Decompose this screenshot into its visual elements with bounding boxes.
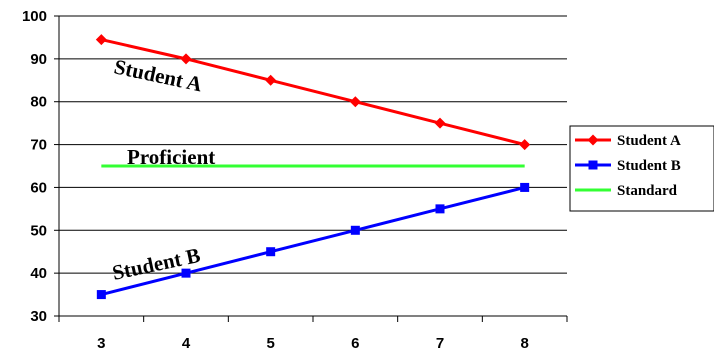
- point-student-a-3: [95, 34, 107, 46]
- point-student-a-7: [434, 117, 446, 129]
- series-student-b: [96, 182, 530, 300]
- y-tick-label-50: 50: [30, 222, 47, 239]
- point-student-b-8: [520, 182, 530, 192]
- point-student-b-3: [96, 290, 106, 300]
- point-student-b-7: [435, 204, 445, 214]
- x-tick-label-3: 3: [97, 335, 105, 352]
- x-tick-labels: 3 4 5 6 7 8: [97, 335, 529, 352]
- y-tick-label-60: 60: [30, 179, 47, 196]
- point-student-a-6: [349, 96, 361, 108]
- point-student-a-8: [519, 139, 531, 151]
- x-tick-label-7: 7: [436, 335, 444, 352]
- legend-label-standard: Standard: [617, 183, 678, 199]
- point-student-b-4: [181, 268, 191, 278]
- legend: Student A Student B Standard: [569, 125, 714, 212]
- point-student-b-5: [266, 247, 276, 257]
- y-tick-label-70: 70: [30, 137, 47, 154]
- point-student-b-6: [350, 225, 360, 235]
- y-tick-labels: 30 40 50 60 70 80 90 100: [22, 8, 47, 325]
- point-student-a-4: [180, 53, 192, 65]
- series-group: [95, 34, 531, 300]
- series-line-student-b: [100, 185, 526, 297]
- series-student-a: [95, 34, 531, 151]
- y-tick-label-100: 100: [22, 8, 47, 25]
- y-tick-label-40: 40: [30, 265, 47, 282]
- y-tick-label-80: 80: [30, 94, 47, 111]
- x-tick-label-8: 8: [520, 335, 528, 352]
- legend-label-student-b: Student B: [617, 158, 681, 174]
- x-tick-label-5: 5: [266, 335, 274, 352]
- legend-label-student-a: Student A: [617, 133, 681, 149]
- x-tick-label-6: 6: [351, 335, 359, 352]
- y-tick-label-90: 90: [30, 51, 47, 68]
- point-student-a-5: [265, 74, 277, 86]
- y-tick-label-30: 30: [30, 308, 47, 325]
- legend-marker-student-b: [588, 160, 598, 170]
- axes: [54, 15, 568, 322]
- legend-marker-student-a: [587, 134, 599, 146]
- x-tick-label-4: 4: [182, 335, 191, 352]
- annotation-proficient: Proficient: [127, 145, 215, 169]
- series-line-student-a: [101, 38, 526, 147]
